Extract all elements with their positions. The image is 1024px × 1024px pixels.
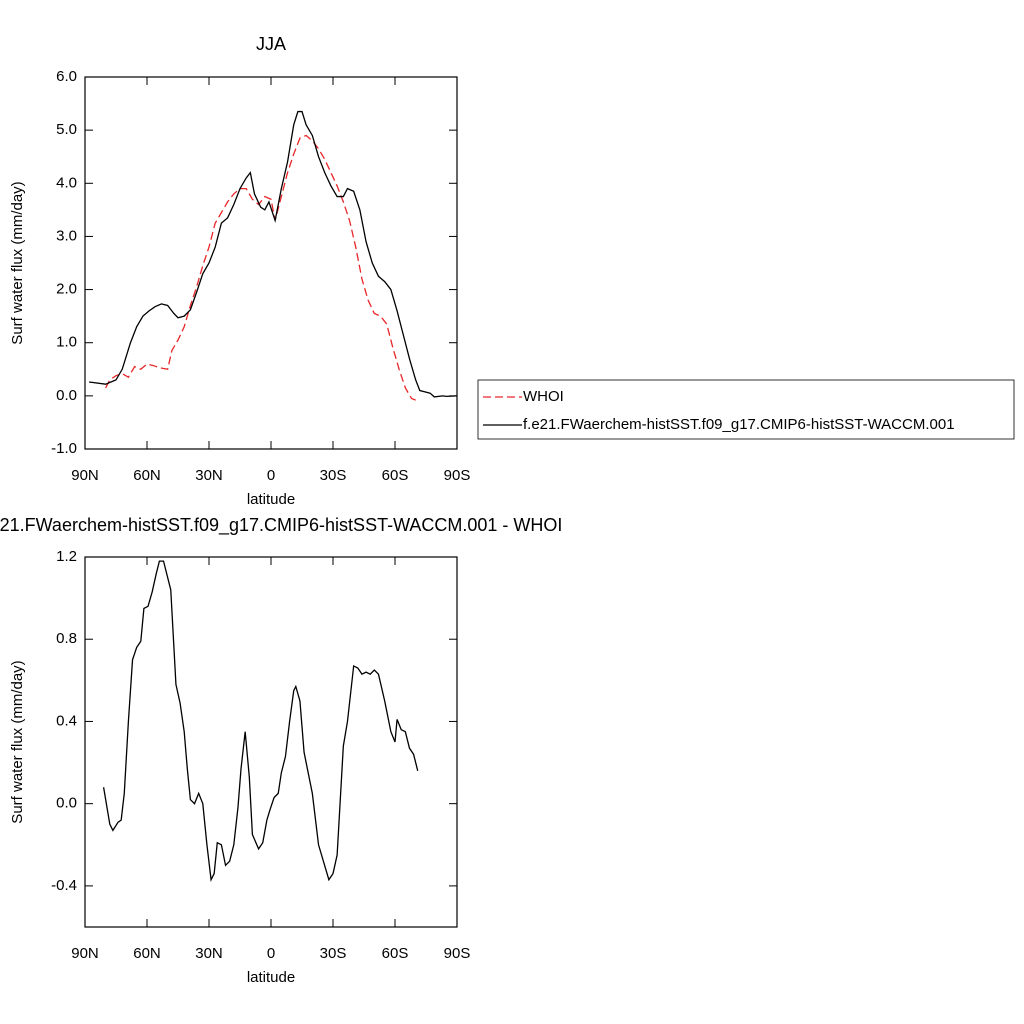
legend-box [477,379,1015,440]
legend-label: f.e21.FWaerchem-histSST.f09_g17.CMIP6-hi… [523,416,955,433]
chart-title: f.e21.FWaerchem-histSST.f09_g17.CMIP6-hi… [0,515,562,536]
x-axis-label: latitude [247,491,295,508]
x-tick-label: 60S [382,467,409,484]
y-tick-label: 0.0 [56,795,77,812]
x-tick-label: 90N [71,467,99,484]
y-tick-label: -0.4 [51,877,77,894]
plot-frame [84,556,458,928]
x-tick-label: 30S [320,945,347,962]
y-tick-label: 3.0 [56,227,77,244]
chart-title: JJA [256,34,286,54]
x-tick-label: 60N [133,467,161,484]
x-tick-label: 0 [267,467,275,484]
y-tick-label: 6.0 [56,68,77,85]
x-tick-label: 0 [267,945,275,962]
legend-label: WHOI [523,388,564,405]
y-tick-label: -1.0 [51,440,77,457]
y-axis-label: Surf water flux (mm/day) [9,181,26,344]
y-tick-label: 1.0 [56,334,77,351]
x-axis-label: latitude [247,969,295,986]
x-tick-label: 60S [382,945,409,962]
y-axis-label: Surf water flux (mm/day) [9,660,26,823]
plot-frame [84,76,458,450]
y-tick-label: 4.0 [56,174,77,191]
x-tick-label: 30S [320,467,347,484]
x-tick-label: 60N [133,945,161,962]
x-tick-label: 90S [444,945,471,962]
x-tick-label: 90N [71,945,99,962]
data-line [105,134,416,401]
data-line [89,110,458,398]
y-tick-label: 0.4 [56,712,77,729]
data-line [102,560,419,882]
y-tick-label: 0.0 [56,387,77,404]
y-tick-label: 0.8 [56,630,77,647]
x-tick-label: 30N [195,945,223,962]
y-tick-label: 1.2 [56,548,77,565]
x-tick-label: 90S [444,467,471,484]
y-tick-label: 2.0 [56,281,77,298]
y-tick-label: 5.0 [56,121,77,138]
x-tick-label: 30N [195,467,223,484]
